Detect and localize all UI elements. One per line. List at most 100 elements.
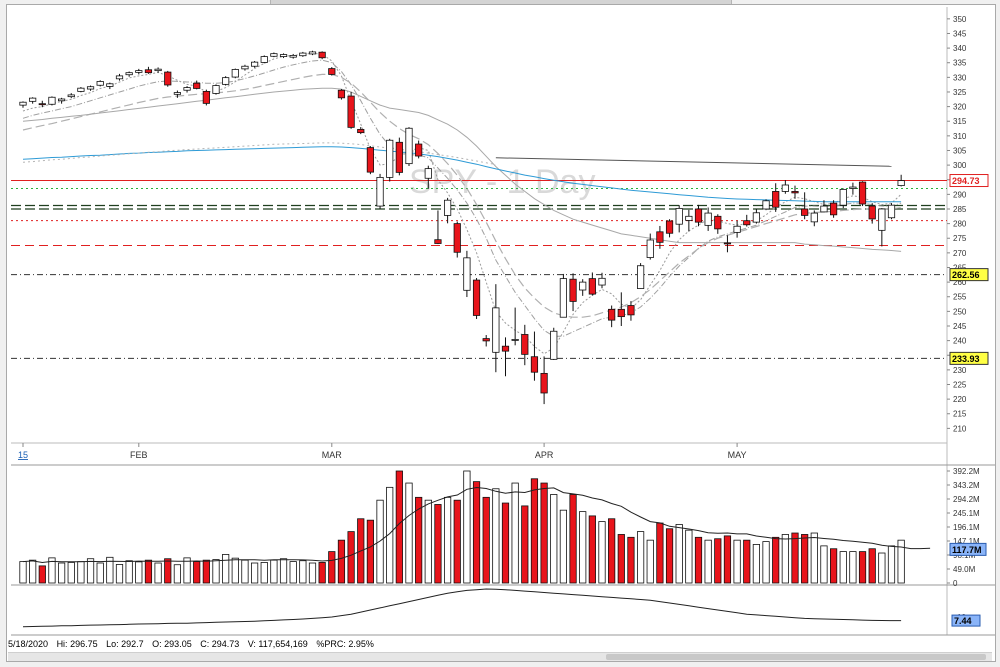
volume-bar: [443, 496, 452, 584]
status-close: C: 294.73: [200, 639, 240, 649]
price-tick-label: 340: [953, 44, 967, 53]
volume-bar: [849, 551, 857, 584]
candle: [762, 199, 770, 211]
candle-body: [714, 215, 722, 230]
candle-body: [202, 90, 210, 104]
candle: [231, 68, 239, 79]
candle: [569, 273, 577, 312]
candle: [752, 208, 761, 224]
candle: [540, 356, 548, 405]
x-axis-label: MAY: [728, 450, 747, 460]
volume-bar: [791, 532, 799, 584]
x-axis-label: MAR: [322, 450, 343, 460]
candle-body: [86, 86, 95, 90]
price-tick-label: 275: [953, 234, 967, 243]
candle-body: [463, 257, 471, 291]
volume-bar: [472, 481, 481, 584]
volume-bar: [868, 548, 876, 584]
candle-body: [559, 278, 568, 318]
candle: [472, 278, 481, 319]
volume-bar: [492, 488, 500, 584]
volume-bar: [405, 482, 413, 584]
candle-body: [395, 141, 403, 173]
candle-body: [250, 61, 259, 67]
candle-body: [424, 168, 432, 179]
candle: [154, 67, 162, 73]
volume-bar: [164, 558, 172, 584]
candle: [530, 331, 539, 381]
candle: [685, 209, 693, 232]
volume-bar: [212, 559, 220, 584]
ma-200-blue: [22, 146, 902, 203]
candle-body: [222, 77, 230, 85]
candle: [212, 84, 220, 95]
candle-body: [58, 98, 66, 102]
price-tick-label: 270: [953, 249, 967, 258]
candle-body: [183, 87, 191, 91]
volume-bar: [608, 518, 616, 584]
candle: [424, 165, 432, 189]
price-tick-label: 240: [953, 337, 967, 346]
volume-tick-label: 392.2M: [953, 467, 980, 476]
horizontal-scrollbar[interactable]: [8, 652, 992, 661]
price-tick-label: 215: [953, 410, 967, 419]
candle-body: [376, 176, 384, 207]
volume-bar: [463, 470, 471, 584]
volume-bar: [19, 561, 27, 584]
candle: [839, 188, 847, 209]
volume-bar: [579, 511, 587, 584]
candle-body: [830, 202, 838, 216]
candle-body: [839, 188, 847, 206]
candle-body: [781, 184, 789, 192]
volume-bar: [222, 554, 230, 584]
volume-tick-label: 0: [953, 579, 958, 588]
candle: [443, 197, 452, 224]
candle: [463, 250, 471, 298]
volume-bar: [714, 538, 722, 584]
candle: [830, 200, 838, 218]
status-percent-change: %PRC: 2.95%: [316, 639, 374, 649]
candle: [849, 182, 857, 195]
candle-body: [308, 51, 317, 55]
scrollbar-thumb[interactable]: [606, 654, 986, 660]
candle: [492, 284, 500, 373]
chart-svg[interactable]: SPY - 1 Day21021522022523023524024525025…: [7, 5, 995, 661]
candle-body: [115, 75, 124, 80]
candle: [675, 205, 683, 233]
volume-bar: [637, 531, 645, 584]
candle: [656, 225, 664, 249]
candle: [820, 200, 828, 213]
price-tick-label: 300: [953, 161, 967, 170]
candle-body: [704, 212, 712, 226]
status-volume: V: 117,654,169: [247, 639, 308, 649]
volume-bar: [530, 478, 539, 584]
volume-bar: [617, 534, 625, 584]
candle-body: [492, 307, 500, 353]
candle: [858, 181, 867, 207]
x-axis-label: APR: [535, 450, 554, 460]
volume-bar: [96, 562, 104, 584]
volume-bar: [173, 564, 181, 584]
ma-200-dotted: [22, 142, 496, 165]
volume-bar: [231, 557, 239, 584]
ma-long-dash: [22, 73, 902, 318]
candle-body: [67, 94, 75, 98]
ma-solid-gray: [22, 87, 902, 252]
candle: [38, 100, 46, 108]
candle: [193, 80, 201, 90]
volume-bar: [279, 558, 288, 584]
volume-last-tag: [949, 542, 987, 556]
candle-body: [772, 191, 780, 208]
candle: [337, 89, 346, 100]
candle: [366, 146, 375, 175]
level-tag-26256: [949, 268, 989, 282]
candle-body: [791, 191, 799, 194]
volume-bar: [675, 524, 683, 584]
candle: [415, 140, 423, 159]
volume-bar: [482, 496, 490, 584]
candle-body: [415, 143, 423, 157]
price-tick-label: 280: [953, 220, 967, 229]
candle: [559, 273, 568, 318]
volume-bar: [115, 564, 124, 584]
